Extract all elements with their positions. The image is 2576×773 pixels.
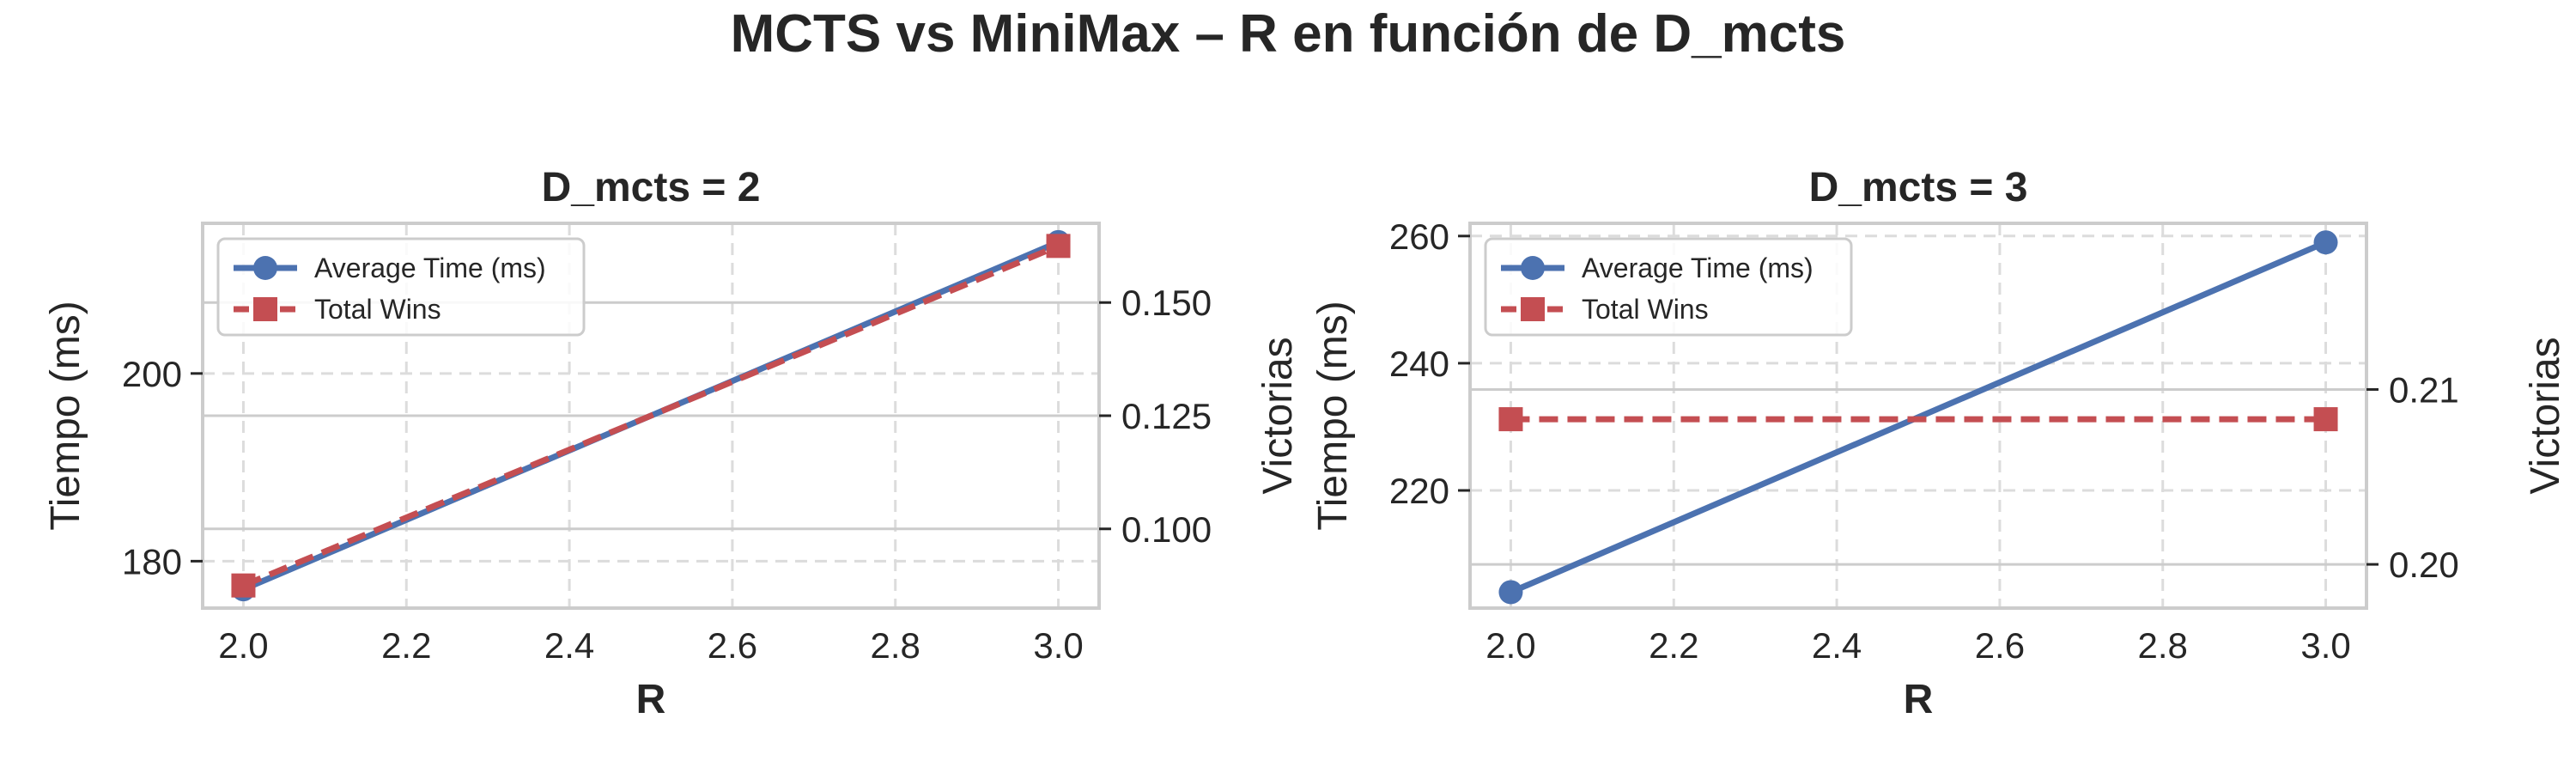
y-tick-label: 240 [1389, 344, 1449, 384]
legend-marker-square [253, 297, 277, 321]
x-tick-label: 2.0 [218, 625, 268, 666]
x-axis-label: R [636, 677, 666, 722]
x-tick-label: 2.6 [1975, 625, 2025, 666]
y-tick-label: 200 [122, 354, 182, 394]
y2-tick-label: 0.21 [2389, 369, 2459, 410]
legend-marker-square [1521, 297, 1545, 321]
x-tick-label: 3.0 [1033, 625, 1083, 666]
data-point-square [1046, 234, 1071, 259]
y2-axis-label: Victorias [1255, 337, 1301, 494]
x-tick-label: 2.8 [871, 625, 920, 666]
y2-tick-label: 0.125 [1121, 396, 1212, 436]
plot-frame [1468, 222, 2368, 610]
data-point-square [231, 573, 256, 598]
x-tick-label: 2.4 [544, 625, 594, 666]
panel-title: D_mcts = 3 [1809, 165, 2028, 210]
legend-label: Average Time (ms) [314, 253, 546, 283]
figure-title: MCTS vs MiniMax – R en función de D_mcts [730, 4, 1846, 64]
x-tick-label: 2.4 [1812, 625, 1862, 666]
panel-1: 2.0 2.2 2.4 2.6 2.8 3.0 180 200 0.100 0.125 0.150 D… [43, 165, 1301, 722]
legend-label: Total Wins [314, 294, 441, 325]
x-tick-label: 2.8 [2138, 625, 2188, 666]
y-axis-label: Tiempo (ms) [43, 301, 88, 531]
legend-label: Average Time (ms) [1582, 253, 1814, 283]
y2-axis-label: Victorias [2523, 337, 2568, 494]
y-axis-label: Tiempo (ms) [1310, 301, 1356, 531]
x-tick-label: 2.2 [1649, 625, 1698, 666]
y-tick-label: 260 [1389, 216, 1449, 257]
data-point-square [2313, 407, 2338, 432]
y2-tick-label: 0.100 [1121, 509, 1212, 550]
y-tick-label: 180 [122, 541, 182, 581]
y-tick-label: 220 [1389, 471, 1449, 511]
legend-label: Total Wins [1582, 294, 1709, 325]
y2-tick-label: 0.150 [1121, 283, 1212, 323]
x-tick-label: 2.0 [1485, 625, 1535, 666]
data-point-circle [2313, 230, 2338, 255]
panel-2: 2.0 2.2 2.4 2.6 2.8 3.0 220 240 260 0.20 0.21 D_mct… [1310, 165, 2568, 722]
legend-marker-circle [1521, 256, 1545, 280]
x-tick-label: 2.2 [381, 625, 431, 666]
series-line-2 [242, 243, 1060, 588]
legend-marker-circle [253, 256, 277, 280]
y2-tick-label: 0.20 [2389, 545, 2459, 585]
panel-title: D_mcts = 2 [542, 165, 761, 210]
data-point-circle [1498, 580, 1523, 605]
legend-box [216, 237, 586, 337]
x-tick-label: 3.0 [2300, 625, 2350, 666]
x-axis-label: R [1904, 677, 1934, 722]
legend-box [1484, 237, 1853, 337]
x-tick-label: 2.6 [708, 625, 757, 666]
data-point-square [1498, 407, 1523, 432]
